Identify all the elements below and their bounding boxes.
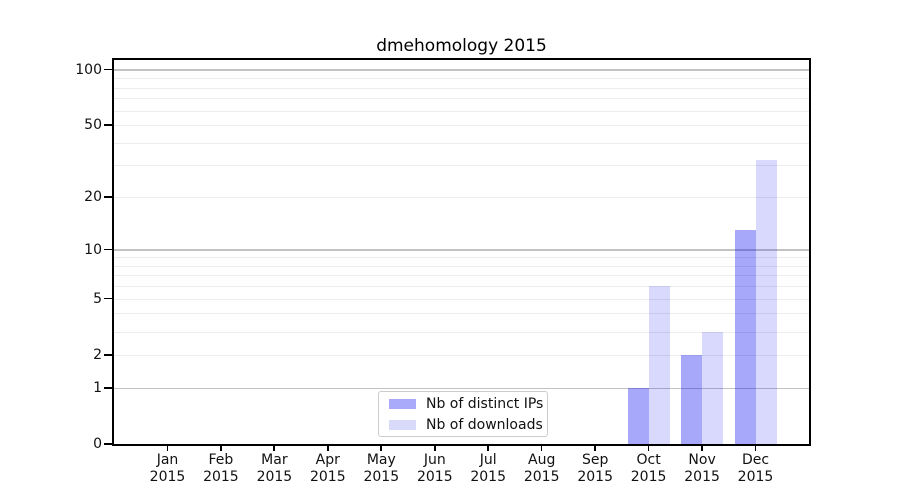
x-tick-apr [326, 446, 329, 451]
bar-downloads-nov [702, 331, 724, 444]
minor-gridline-3 [114, 331, 809, 333]
x-tick-label-apr: Apr 2015 [309, 452, 346, 485]
x-tick-may [380, 446, 383, 451]
y-tick-label-10: 10 [84, 241, 102, 258]
x-tick-jan [166, 446, 169, 451]
bar-downloads-oct [648, 286, 670, 444]
legend-item-distinct-ips: Nb of distinct IPs [379, 396, 547, 412]
bar-distinct-ips-oct [627, 387, 649, 444]
y-tick-label-1: 1 [93, 379, 102, 396]
x-tick-label-jun: Jun 2015 [416, 452, 453, 485]
chart-title: dmehomology 2015 [376, 36, 547, 56]
x-tick-oct [647, 446, 650, 451]
minor-gridline-60 [114, 110, 809, 112]
y-tick-label-2: 2 [93, 346, 102, 363]
major-gridline-10 [114, 249, 809, 251]
bar-distinct-ips-dec [734, 229, 756, 444]
minor-gridline-7 [114, 275, 809, 277]
minor-gridline-4 [114, 313, 809, 315]
y-tick-20 [104, 196, 112, 198]
x-tick-label-aug: Aug 2015 [523, 452, 560, 485]
y-tick-label-20: 20 [84, 189, 102, 205]
x-tick-dec [754, 446, 757, 451]
minor-gridline-2 [114, 354, 809, 356]
legend: Nb of distinct IPs Nb of downloads [378, 391, 548, 437]
minor-gridline-30 [114, 165, 809, 167]
y-tick-100 [104, 68, 112, 71]
y-tick-2 [104, 353, 112, 356]
minor-gridline-9 [114, 257, 809, 259]
minor-gridline-6 [114, 286, 809, 288]
legend-item-downloads: Nb of downloads [379, 417, 547, 433]
x-tick-label-oct: Oct 2015 [630, 452, 667, 485]
minor-gridline-90 [114, 78, 809, 80]
minor-gridline-20 [114, 197, 809, 198]
x-tick-label-feb: Feb 2015 [203, 452, 239, 485]
legend-swatch-downloads [389, 419, 416, 430]
y-tick-0 [104, 443, 112, 445]
minor-gridline-80 [114, 87, 809, 89]
minor-gridline-5 [114, 298, 809, 300]
legend-swatch-distinct-ips [389, 398, 416, 409]
x-tick-label-nov: Nov 2015 [684, 452, 720, 485]
x-tick-label-jul: Jul 2015 [470, 452, 506, 485]
y-tick-1 [104, 386, 112, 389]
major-gridline-1 [114, 387, 809, 389]
minor-gridline-8 [114, 265, 809, 267]
x-tick-nov [701, 446, 703, 451]
x-tick-mar [273, 446, 276, 451]
x-tick-label-jan: Jan 2015 [149, 452, 186, 485]
legend-label-distinct-ips: Nb of distinct IPs [426, 395, 544, 412]
legend-label-downloads: Nb of downloads [426, 416, 543, 433]
minor-gridline-70 [114, 98, 809, 100]
bar-downloads-dec [755, 160, 777, 444]
x-tick-label-sep: Sep 2015 [577, 452, 613, 485]
x-tick-label-mar: Mar 2015 [256, 452, 293, 485]
x-tick-feb [219, 446, 222, 451]
y-tick-label-50: 50 [84, 117, 102, 133]
x-tick-aug [540, 446, 543, 451]
x-tick-jun [433, 446, 436, 451]
x-tick-label-dec: Dec 2015 [737, 452, 774, 485]
x-tick-sep [594, 446, 596, 451]
y-tick-label-5: 5 [93, 290, 102, 307]
minor-gridline-40 [114, 142, 809, 144]
bar-distinct-ips-nov [681, 354, 703, 444]
plot-area [112, 58, 811, 446]
y-tick-5 [104, 297, 112, 300]
y-tick-50 [104, 124, 112, 126]
y-tick-label-100: 100 [75, 61, 102, 78]
minor-gridline-50 [114, 125, 809, 126]
x-tick-label-may: May 2015 [363, 452, 400, 485]
y-tick-10 [104, 248, 112, 251]
y-tick-label-0: 0 [93, 436, 102, 452]
major-gridline-100 [114, 69, 809, 71]
x-tick-jul [487, 446, 489, 451]
